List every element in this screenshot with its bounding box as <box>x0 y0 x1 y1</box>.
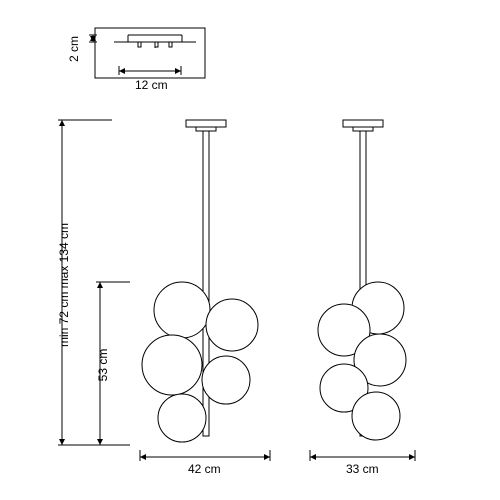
diagram-canvas: 12 cm 2 cm min 72 cm max 134 cm 53 cm 42… <box>0 0 500 500</box>
front-width-label: 42 cm <box>188 462 221 476</box>
overall-height-label: min 72 cm max 134 cm <box>57 205 71 365</box>
diagram-svg <box>0 0 500 500</box>
cluster-height-label: 53 cm <box>96 335 110 395</box>
side-width-label: 33 cm <box>346 462 379 476</box>
top-height-label: 2 cm <box>67 36 81 62</box>
top-width-label: 12 cm <box>135 78 168 92</box>
